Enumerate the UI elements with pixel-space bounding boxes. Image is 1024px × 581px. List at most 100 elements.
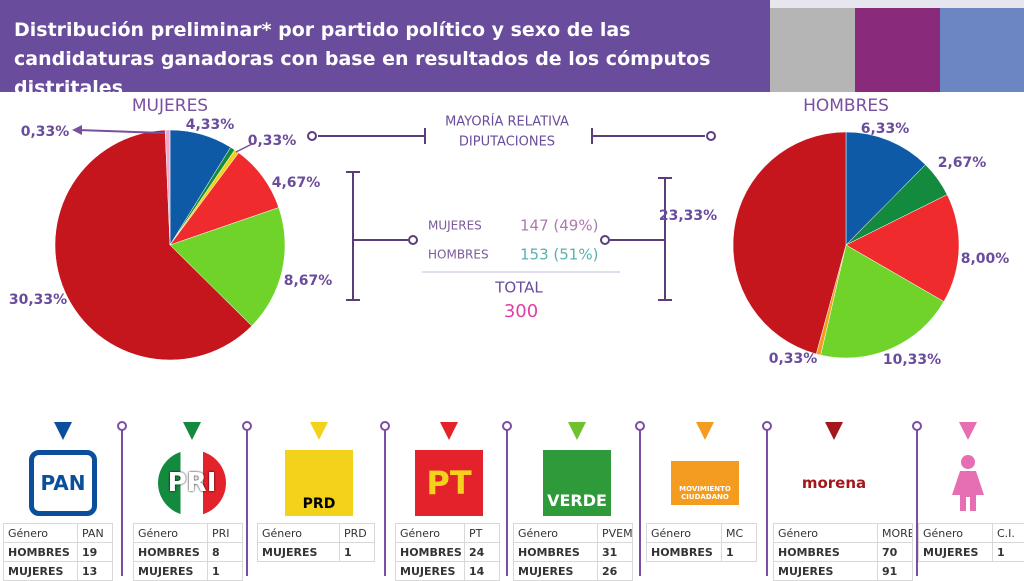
table-cell: 1: [993, 543, 1024, 562]
party-logo: VERDE: [543, 450, 611, 516]
value-label: 2,67%: [938, 155, 987, 171]
value-label: 0,33%: [21, 124, 70, 140]
table-cell: PVEM: [598, 524, 633, 543]
table-cell: PRI: [208, 524, 243, 543]
value-label: 30,33%: [9, 292, 67, 308]
table-cell: PT: [465, 524, 500, 543]
table-cell: 1: [340, 543, 375, 562]
table-cell: Género: [774, 524, 878, 543]
table-cell: 8: [208, 543, 243, 562]
table-cell: 26: [598, 562, 633, 581]
party-table: GéneroMORENAHOMBRES70MUJERES91: [773, 523, 913, 581]
table-cell: HOMBRES: [134, 543, 208, 562]
table-cell: 1: [208, 562, 243, 581]
table-cell: 31: [598, 543, 633, 562]
deco-block: [855, 8, 940, 92]
value-label: 0,33%: [769, 351, 818, 367]
deco-block: [770, 8, 855, 92]
deco-strip: [770, 0, 1024, 8]
table-cell: MUJERES: [258, 543, 340, 562]
table-cell: 1: [722, 543, 757, 562]
table-cell: HOMBRES: [4, 543, 78, 562]
party-logo: PRI: [158, 450, 226, 516]
table-cell: HOMBRES: [514, 543, 598, 562]
value-label: 8,67%: [284, 273, 333, 289]
table-cell: 19: [78, 543, 113, 562]
party-marker: [568, 422, 586, 440]
table-cell: Género: [258, 524, 340, 543]
table-cell: 24: [465, 543, 500, 562]
summary-title: DIPUTACIONES: [459, 135, 555, 150]
value-label: 23,33%: [659, 208, 717, 224]
value-label: 4,33%: [186, 117, 235, 133]
table-cell: Género: [919, 524, 993, 543]
table-cell: HOMBRES: [774, 543, 878, 562]
table-row: GéneroMORENA: [774, 524, 913, 543]
table-cell: Género: [514, 524, 598, 543]
party-logo: [934, 450, 1002, 516]
table-cell: MUJERES: [134, 562, 208, 581]
summary-label: HOMBRES: [428, 248, 489, 262]
summary-value: 153 (51%): [520, 246, 598, 264]
person-icon: [948, 453, 988, 513]
table-cell: Género: [4, 524, 78, 543]
table-cell: MORENA: [878, 524, 913, 543]
summary-connectors: [308, 128, 715, 300]
value-label: 6,33%: [861, 121, 910, 137]
party-logo: PT: [415, 450, 483, 516]
leader-arrow: [72, 125, 82, 135]
total-label: TOTAL: [494, 279, 543, 297]
table-cell: MC: [722, 524, 757, 543]
party-marker: [959, 422, 977, 440]
value-label: 8,00%: [961, 251, 1010, 267]
party-logo: PAN: [29, 450, 97, 516]
table-cell: MUJERES: [919, 543, 993, 562]
table-cell: 91: [878, 562, 913, 581]
table-cell: Género: [396, 524, 465, 543]
summary-label: MUJERES: [428, 219, 482, 233]
table-cell: MUJERES: [396, 562, 465, 581]
table-cell: MUJERES: [774, 562, 878, 581]
title: Distribución preliminar* por partido pol…: [14, 16, 754, 103]
table-cell: MUJERES: [514, 562, 598, 581]
table-cell: PAN: [78, 524, 113, 543]
pie-title: HOMBRES: [803, 96, 889, 116]
table-cell: Género: [134, 524, 208, 543]
value-label: 0,33%: [248, 133, 297, 149]
table-cell: HOMBRES: [396, 543, 465, 562]
table-cell: MUJERES: [4, 562, 78, 581]
deco-block: [940, 8, 1024, 92]
value-label: 4,67%: [272, 175, 321, 191]
table-cell: PRD: [340, 524, 375, 543]
summary-title: MAYORÍA RELATIVA: [445, 114, 569, 130]
party-marker: [54, 422, 72, 440]
summary-value: 147 (49%): [520, 217, 598, 235]
party-logo: PRD: [285, 450, 353, 516]
party-marker: [440, 422, 458, 440]
table-cell: 14: [465, 562, 500, 581]
party-marker: [696, 422, 714, 440]
